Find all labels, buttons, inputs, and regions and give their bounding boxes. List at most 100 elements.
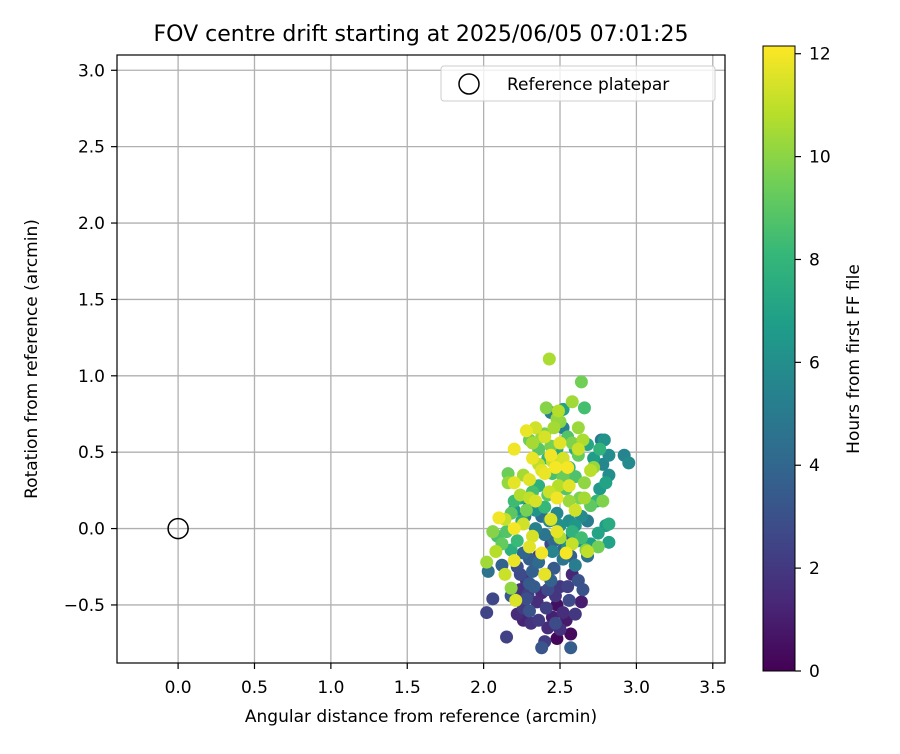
data-point: [574, 531, 588, 545]
data-point: [535, 546, 549, 560]
data-point: [507, 442, 521, 456]
data-point: [564, 641, 578, 655]
data-point: [538, 430, 552, 444]
data-point: [571, 421, 585, 435]
data-point: [507, 554, 521, 568]
data-point: [486, 525, 500, 539]
legend-box: [440, 65, 716, 102]
x-tick-label: 0.0: [165, 678, 192, 698]
reference-platepar-marker: [167, 517, 189, 540]
data-point: [509, 593, 523, 607]
y-tick-label: −0.5: [64, 596, 105, 616]
data-point: [561, 580, 575, 594]
data-point: [545, 544, 559, 558]
data-point: [568, 503, 582, 517]
data-point: [539, 601, 553, 615]
data-point: [538, 500, 552, 514]
data-point: [538, 528, 552, 542]
data-point: [500, 630, 514, 644]
data-point: [576, 583, 590, 597]
data-point: [507, 522, 521, 536]
data-point: [565, 537, 579, 551]
data-point: [492, 511, 506, 525]
data-point: [522, 540, 536, 554]
x-tick-label: 0.5: [241, 678, 268, 698]
data-point: [527, 580, 541, 594]
reference-marker-layer: [167, 517, 189, 540]
data-point: [565, 525, 579, 539]
data-point: [602, 535, 616, 549]
x-tick-label: 3.5: [699, 678, 726, 698]
data-point: [530, 595, 544, 609]
legend-marker-icon: [458, 73, 480, 95]
data-point: [551, 479, 565, 493]
y-tick-label: 2.5: [78, 138, 105, 158]
data-point: [535, 641, 549, 655]
legend-entry-label: Reference platepar: [507, 75, 669, 95]
data-point: [568, 558, 582, 572]
data-point: [562, 479, 576, 493]
data-point: [602, 517, 616, 531]
data-point: [526, 451, 540, 465]
data-point: [507, 476, 521, 490]
colorbar-tick-label: 2: [809, 559, 820, 579]
data-point: [526, 529, 540, 543]
x-tick-label: 3.0: [623, 678, 650, 698]
data-point: [526, 564, 540, 578]
data-point: [562, 593, 576, 607]
data-point: [577, 476, 591, 490]
colorbar-tick-label: 0: [809, 662, 820, 682]
colorbar: 0 2 4 6 8 10 12 Hours from first FF file: [762, 45, 864, 682]
data-point: [568, 607, 582, 621]
data-point: [587, 451, 601, 465]
data-points: [480, 352, 636, 655]
data-point: [519, 424, 533, 438]
data-point: [480, 555, 494, 569]
data-point: [510, 534, 524, 548]
data-point: [489, 544, 503, 558]
data-point: [547, 421, 561, 435]
data-point: [526, 436, 540, 450]
y-tick-label: 0.0: [78, 520, 105, 540]
data-point: [538, 567, 552, 581]
data-point: [551, 404, 565, 418]
x-tick-label: 1.0: [317, 678, 344, 698]
y-tick-label: 2.0: [78, 214, 105, 234]
data-point: [561, 460, 575, 474]
data-point: [501, 467, 515, 481]
data-point: [550, 525, 564, 539]
y-tick-label: 1.5: [78, 290, 105, 310]
x-axis-label: Angular distance from reference (arcmin): [245, 707, 597, 727]
data-point: [519, 592, 533, 606]
data-point: [591, 540, 605, 554]
data-point: [548, 616, 562, 630]
data-point: [574, 595, 588, 609]
data-point: [544, 512, 558, 526]
y-axis-ticks: −0.5 0.0 0.5 1.0 1.5 2.0 2.5 3.0: [64, 61, 117, 616]
y-tick-label: 1.0: [78, 367, 105, 387]
colorbar-tick-label: 6: [809, 353, 820, 373]
x-axis-ticks: 0.0 0.5 1.0 1.5 2.0 2.5 3.0 3.5: [165, 663, 726, 698]
data-point: [593, 442, 607, 456]
data-point: [522, 604, 536, 618]
data-point: [577, 491, 591, 505]
plot-frame: [116, 54, 726, 664]
x-tick-label: 1.5: [394, 678, 421, 698]
data-point: [596, 494, 610, 508]
data-point: [556, 606, 570, 620]
legend: Reference platepar: [440, 65, 716, 102]
data-point: [544, 448, 558, 462]
data-point: [519, 503, 533, 517]
data-point: [548, 460, 562, 474]
data-point: [529, 494, 543, 508]
x-tick-label: 2.5: [546, 678, 573, 698]
data-point: [498, 567, 512, 581]
data-point: [591, 526, 605, 540]
colorbar-label: Hours from first FF file: [844, 264, 864, 454]
data-point: [581, 544, 595, 558]
data-point: [562, 494, 576, 508]
chart-title: FOV centre drift starting at 2025/06/05 …: [154, 22, 689, 47]
data-point: [577, 401, 591, 415]
